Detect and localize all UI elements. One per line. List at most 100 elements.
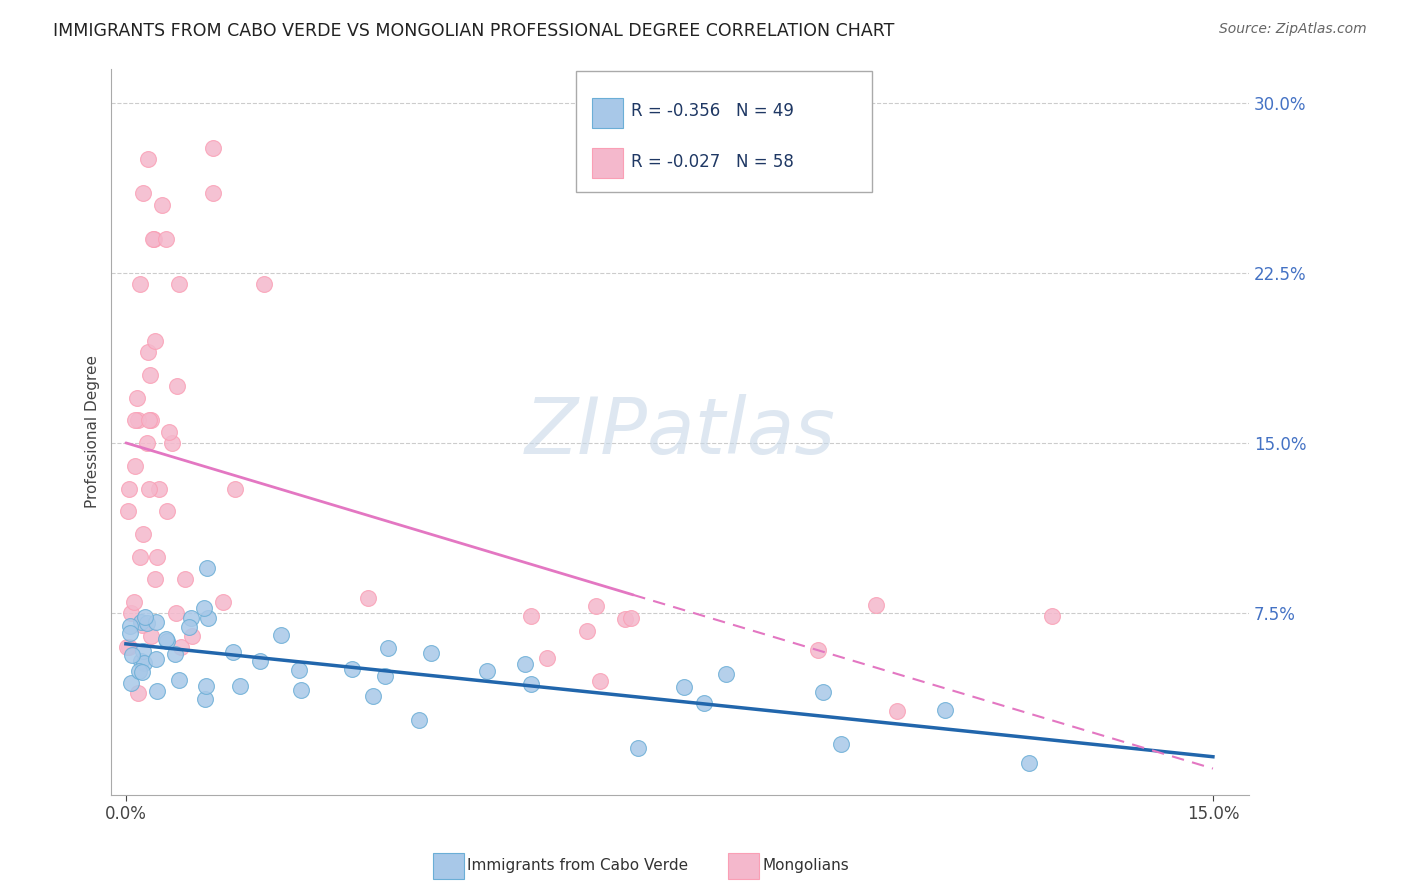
Point [224, 482, 246, 496]
Point [1040, 608, 1063, 623]
Point [136, 345, 159, 359]
Point [124, 413, 146, 427]
Point [132, 644, 155, 658]
Point [166, 379, 188, 393]
Point [145, 651, 167, 665]
Point [157, 425, 180, 439]
Point [865, 598, 887, 612]
Point [361, 689, 384, 703]
Point [156, 634, 179, 648]
Point [1018, 756, 1040, 770]
Point [167, 277, 190, 292]
Point [139, 368, 162, 382]
Point [807, 643, 830, 657]
Point [170, 640, 193, 655]
Point [121, 648, 143, 663]
Text: Immigrants from Cabo Verde: Immigrants from Cabo Verde [467, 858, 688, 872]
Point [716, 667, 738, 681]
Point [536, 651, 558, 665]
Point [288, 663, 311, 677]
Point [195, 561, 218, 575]
Point [117, 640, 139, 655]
Point [139, 629, 162, 643]
Point [129, 277, 152, 292]
Y-axis label: Professional Degree: Professional Degree [86, 355, 100, 508]
Point [194, 692, 217, 706]
Point [129, 615, 152, 629]
Text: ZIPatlas: ZIPatlas [524, 393, 835, 470]
Point [145, 549, 167, 564]
Point [589, 674, 612, 689]
Point [143, 334, 166, 348]
Point [194, 679, 217, 693]
Point [117, 640, 139, 655]
Point [146, 684, 169, 698]
Point [136, 153, 159, 167]
Point [249, 654, 271, 668]
Point [120, 607, 142, 621]
Point [180, 629, 202, 643]
Point [132, 657, 155, 671]
Point [142, 232, 165, 246]
Text: R = -0.027   N = 58: R = -0.027 N = 58 [631, 153, 794, 170]
Point [134, 609, 156, 624]
Point [120, 676, 142, 690]
Point [127, 686, 149, 700]
Text: IMMIGRANTS FROM CABO VERDE VS MONGOLIAN PROFESSIONAL DEGREE CORRELATION CHART: IMMIGRANTS FROM CABO VERDE VS MONGOLIAN … [53, 22, 894, 40]
Point [118, 626, 141, 640]
Point [201, 141, 224, 155]
Point [373, 668, 395, 682]
Point [193, 601, 215, 615]
Point [128, 664, 150, 678]
Point [162, 436, 184, 450]
Point [135, 616, 157, 631]
Point [143, 573, 166, 587]
Point [177, 620, 200, 634]
Point [519, 676, 541, 690]
Point [155, 232, 177, 246]
Text: R = -0.356   N = 49: R = -0.356 N = 49 [631, 103, 794, 120]
Point [131, 617, 153, 632]
Point [165, 607, 187, 621]
Point [156, 504, 179, 518]
Point [576, 624, 599, 639]
Point [229, 679, 252, 693]
Point [165, 647, 187, 661]
Point [672, 681, 695, 695]
Point [585, 599, 607, 614]
Point [222, 645, 245, 659]
Point [135, 436, 157, 450]
Point [124, 458, 146, 473]
Point [138, 482, 160, 496]
Point [377, 641, 399, 656]
Point [174, 573, 197, 587]
Point [155, 632, 177, 646]
Point [148, 482, 170, 496]
Point [513, 657, 536, 671]
Point [139, 413, 162, 427]
Point [520, 609, 543, 624]
Point [118, 619, 141, 633]
Point [138, 413, 160, 427]
Point [142, 232, 165, 246]
Point [131, 665, 153, 679]
Text: Source: ZipAtlas.com: Source: ZipAtlas.com [1219, 22, 1367, 37]
Point [614, 612, 637, 626]
Point [627, 741, 650, 756]
Point [408, 713, 430, 727]
Point [127, 391, 149, 405]
Point [117, 504, 139, 518]
Point [934, 703, 956, 717]
Point [201, 186, 224, 201]
Point [128, 549, 150, 564]
Point [167, 673, 190, 687]
Point [475, 664, 498, 678]
Point [122, 595, 145, 609]
Point [253, 277, 276, 292]
Point [118, 482, 141, 496]
Point [180, 611, 202, 625]
Point [150, 198, 173, 212]
Point [830, 737, 852, 751]
Point [342, 662, 364, 676]
Text: Mongolians: Mongolians [762, 858, 849, 872]
